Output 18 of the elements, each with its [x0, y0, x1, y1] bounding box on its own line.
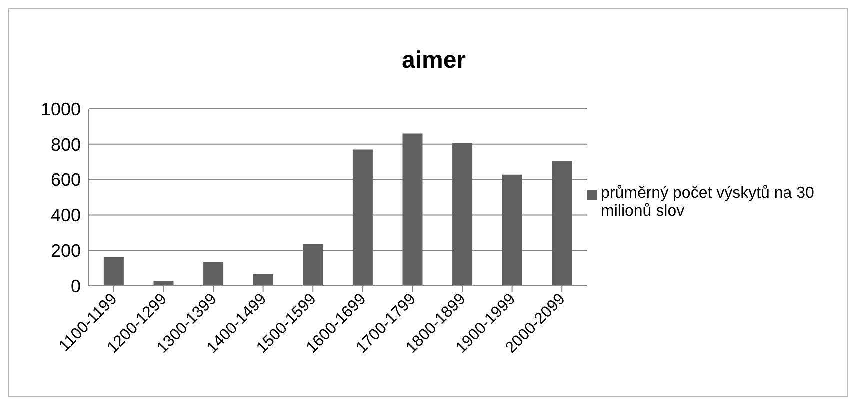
bar: [104, 258, 124, 286]
bar: [502, 174, 522, 286]
legend-label: průměrný počet výskytů na 30 milionů slov: [601, 184, 816, 220]
bar: [303, 244, 324, 286]
y-tick-label: 600: [50, 170, 81, 190]
bar: [552, 161, 572, 286]
bar: [352, 150, 373, 286]
y-tick-label: 800: [50, 134, 81, 155]
y-tick-label: 200: [50, 240, 81, 261]
bar: [402, 134, 423, 286]
chart-title: aimer: [400, 47, 468, 75]
bar: [253, 274, 274, 286]
bar: [452, 144, 473, 286]
y-tick-label: 1000: [40, 99, 81, 120]
y-tick-label: 0: [70, 276, 81, 296]
bar: [154, 281, 174, 286]
y-tick-label: 400: [50, 206, 81, 226]
bar: [204, 262, 224, 286]
